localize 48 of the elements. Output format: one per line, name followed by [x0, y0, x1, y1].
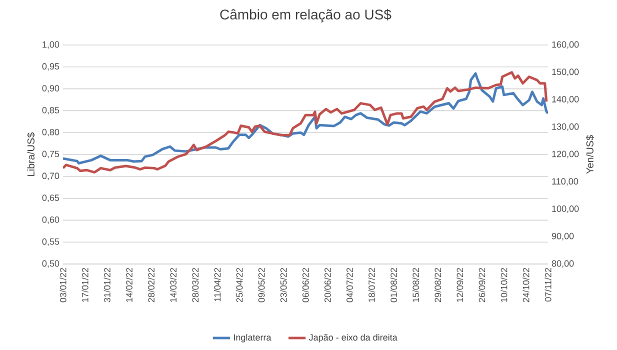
- y-tick-label: 0,90: [42, 85, 60, 93]
- x-tick-label: 17/01/22: [82, 268, 88, 302]
- y2-tick-label: 110,00: [552, 178, 578, 186]
- legend-label: Japão - eixo da direita: [308, 334, 398, 342]
- y-tick-label: 0,95: [42, 63, 60, 71]
- x-tick-label: 15/08/22: [412, 268, 420, 302]
- x-tick-label: 25/04/22: [236, 268, 243, 302]
- x-tick-label: 24/10/22: [522, 268, 530, 302]
- x-tick-label: 26/09/22: [478, 268, 486, 302]
- y-tick-label: 0,75: [42, 150, 60, 158]
- y2-tick-label: 160,00: [552, 41, 579, 49]
- y-axis-title: Libra/US$: [26, 132, 36, 176]
- legend-label: Inglaterra: [234, 334, 272, 342]
- y2-tick-label: 100,00: [552, 206, 579, 213]
- x-tick-label: 28/02/22: [148, 268, 154, 302]
- y2-axis-title: Yen/US$: [586, 135, 594, 174]
- x-tick-label: 12/09/22: [456, 268, 464, 302]
- x-tick-label: 03/01/22: [60, 268, 66, 302]
- y2-tick-label: 140,00: [552, 96, 579, 104]
- x-tick-label: 07/11/22: [544, 268, 552, 302]
- x-tick-label: 10/10/22: [500, 268, 508, 302]
- y-tick-label: 0,80: [42, 128, 60, 136]
- x-tick-label: 20/06/22: [324, 268, 331, 302]
- x-tick-label: 14/03/22: [170, 268, 177, 302]
- y2-tick-label: 120,00: [552, 150, 579, 158]
- y-tick-label: 0,85: [42, 106, 60, 114]
- y-tick-label: 1,00: [42, 41, 60, 49]
- x-tick-label: 11/04/22: [214, 268, 221, 302]
- y2-tick-label: 150,00: [552, 68, 579, 76]
- y-tick-label: 0,60: [42, 216, 60, 224]
- y2-tick-label: 90,00: [552, 232, 574, 240]
- x-tick-label: 28/03/22: [192, 268, 199, 302]
- x-tick-label: 09/05/22: [258, 268, 265, 302]
- x-tick-label: 31/01/22: [104, 268, 110, 302]
- y-tick-label: 0,65: [42, 194, 60, 202]
- x-tick-label: 01/08/22: [390, 268, 397, 302]
- x-tick-label: 29/08/22: [434, 268, 442, 302]
- y-tick-label: 0,55: [42, 238, 60, 246]
- y2-tick-label: 130,00: [552, 123, 579, 131]
- x-tick-label: 23/05/22: [280, 268, 287, 302]
- y-tick-label: 0,50: [42, 260, 60, 268]
- y-tick-label: 0,70: [42, 172, 60, 180]
- y2-tick-label: 80,00: [552, 260, 574, 268]
- x-tick-label: 18/07/22: [368, 268, 375, 302]
- chart-title: Câmbio em relação ao US$: [220, 8, 392, 22]
- x-tick-label: 04/07/22: [346, 268, 353, 302]
- x-tick-label: 06/06/22: [302, 268, 309, 302]
- x-tick-label: 14/02/22: [126, 268, 132, 302]
